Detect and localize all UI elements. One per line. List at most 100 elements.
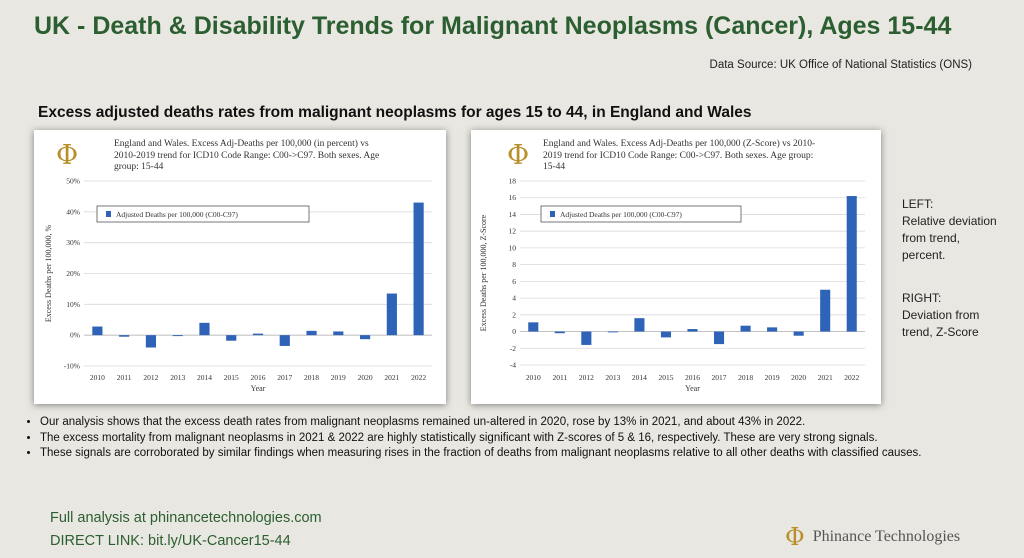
chart-title-line: 2019 trend for ICD10 Code Range: C00->C9… xyxy=(543,150,814,161)
side-note-right: RIGHT: Deviation from trend, Z-Score xyxy=(902,290,979,341)
legend-label: Adjusted Deaths per 100,000 (C00-C97) xyxy=(116,210,238,219)
bar xyxy=(306,330,317,336)
chart-title-left: England and Wales. Excess Adj-Deaths per… xyxy=(114,139,379,174)
chart-title-line: England and Wales. Excess Adj-Deaths per… xyxy=(543,139,816,149)
x-tick-label: 2012 xyxy=(143,373,158,382)
bar xyxy=(820,289,831,332)
x-tick-label: 2015 xyxy=(224,373,239,382)
bar xyxy=(607,331,618,333)
x-tick-label: 2011 xyxy=(117,373,132,382)
legend-label: Adjusted Deaths per 100,000 (C00-C97) xyxy=(560,210,682,219)
side-note-line: LEFT: xyxy=(902,197,934,211)
bar xyxy=(386,293,397,336)
findings-list: Our analysis shows that the excess death… xyxy=(22,415,1024,462)
x-tick-label: 2019 xyxy=(331,373,346,382)
y-tick-label: 10% xyxy=(66,300,80,309)
x-tick-label: 2022 xyxy=(844,373,859,382)
y-tick-label: -2 xyxy=(510,344,516,353)
chart-title-line: 15-44 xyxy=(543,162,566,172)
analysis-link[interactable]: Full analysis at phinancetechnologies.co… xyxy=(50,510,322,526)
y-tick-label: 0 xyxy=(512,327,516,336)
x-tick-label: 2013 xyxy=(170,373,185,382)
bar xyxy=(119,335,130,337)
side-note-line: trend, Z-Score xyxy=(902,325,979,339)
direct-link[interactable]: DIRECT LINK: bit.ly/UK-Cancer15-44 xyxy=(50,533,291,549)
bar xyxy=(581,331,592,345)
x-tick-label: 2018 xyxy=(738,373,753,382)
x-axis-title: Year xyxy=(251,384,266,393)
chart-panel-right: Φ England and Wales. Excess Adj-Deaths p… xyxy=(471,130,881,404)
y-tick-label: 2 xyxy=(512,310,516,319)
bar xyxy=(279,335,290,346)
x-tick-label: 2016 xyxy=(685,373,700,382)
bar-chart-percent: -10% 0% 10% 20% 30% 40% 50% 2010 2011 2012 2013 201… xyxy=(44,177,432,393)
x-tick-label: 2021 xyxy=(818,373,833,382)
chart-panel-left: Φ England and Wales. Excess Adj-Deaths p… xyxy=(34,130,446,404)
x-axis-title: Year xyxy=(685,384,700,393)
legend-box xyxy=(96,205,310,223)
y-tick-label: 30% xyxy=(66,238,80,247)
x-tick-label: 2022 xyxy=(411,373,426,382)
chart-title-line: 2010-2019 trend for ICD10 Code Range: C0… xyxy=(114,150,380,161)
bar xyxy=(846,196,857,332)
side-note-line: RIGHT: xyxy=(902,291,942,305)
side-note-line: percent. xyxy=(902,248,946,262)
x-tick-label: 2013 xyxy=(605,373,620,382)
bar xyxy=(92,326,103,336)
x-tick-label: 2018 xyxy=(304,373,319,382)
y-tick-label: 4 xyxy=(512,294,516,303)
y-tick-label: 10 xyxy=(509,243,517,252)
y-tick-label: -4 xyxy=(510,361,516,370)
bar xyxy=(660,331,672,338)
bar-chart-zscore: -4 -2 0 2 4 6 8 10 12 14 16 18 2010 2011 2012 2013 2014 2… xyxy=(479,177,865,393)
side-note-line: Deviation from xyxy=(902,308,980,322)
legend-swatch xyxy=(106,211,111,217)
bar xyxy=(554,331,565,334)
chart-title-line: England and Wales. Excess Adj-Deaths per… xyxy=(114,139,369,149)
x-tick-label: 2015 xyxy=(658,373,673,382)
finding-item: These signals are corroborated by simila… xyxy=(40,446,1024,462)
bar xyxy=(713,331,725,345)
chart-title-right: England and Wales. Excess Adj-Deaths per… xyxy=(543,139,815,174)
section-subtitle: Excess adjusted deaths rates from malign… xyxy=(38,104,752,121)
bar xyxy=(359,335,371,340)
legend-swatch xyxy=(550,211,555,217)
y-tick-label: 6 xyxy=(512,277,516,286)
side-note-line: Relative deviation xyxy=(902,214,997,228)
x-tick-label: 2017 xyxy=(712,373,727,382)
bar xyxy=(413,202,424,336)
x-tick-label: 2014 xyxy=(197,373,212,382)
chart-title-line: group: 15-44 xyxy=(114,162,164,172)
y-tick-label: 8 xyxy=(512,260,516,269)
bar xyxy=(333,331,344,336)
y-tick-label: 0% xyxy=(70,331,80,340)
data-source: Data Source: UK Office of National Stati… xyxy=(709,59,972,71)
x-tick-label: 2010 xyxy=(90,373,105,382)
bar xyxy=(767,327,778,332)
x-tick-label: 2016 xyxy=(251,373,266,382)
y-tick-label: 18 xyxy=(509,177,517,186)
x-tick-label: 2014 xyxy=(632,373,647,382)
side-note-line: from trend, xyxy=(902,231,961,245)
x-tick-label: 2017 xyxy=(277,373,292,382)
brand-name: Phinance Technologies xyxy=(812,528,961,545)
bar xyxy=(740,325,751,332)
phinance-logo-icon: Φ xyxy=(56,140,79,171)
bar xyxy=(199,322,210,336)
y-tick-label: 14 xyxy=(509,210,517,219)
x-tick-label: 2010 xyxy=(526,373,541,382)
y-tick-label: 12 xyxy=(509,227,517,236)
phinance-logo-icon: Φ xyxy=(507,140,530,171)
y-tick-label: 20% xyxy=(66,269,80,278)
brand-footer: Φ Phinance Technologies xyxy=(785,525,960,549)
side-note-left: LEFT: Relative deviation from trend, per… xyxy=(902,196,997,264)
finding-item: The excess mortality from malignant neop… xyxy=(40,431,1024,447)
phinance-logo-icon: Φ xyxy=(785,523,805,551)
y-tick-label: 16 xyxy=(509,193,517,202)
x-tick-label: 2011 xyxy=(552,373,567,382)
bar xyxy=(172,335,183,337)
y-axis-title: Excess Deaths per 100,000, Z-Score xyxy=(479,214,488,331)
y-tick-label: 40% xyxy=(66,207,80,216)
finding-item: Our analysis shows that the excess death… xyxy=(40,415,1024,431)
bar xyxy=(793,331,804,336)
